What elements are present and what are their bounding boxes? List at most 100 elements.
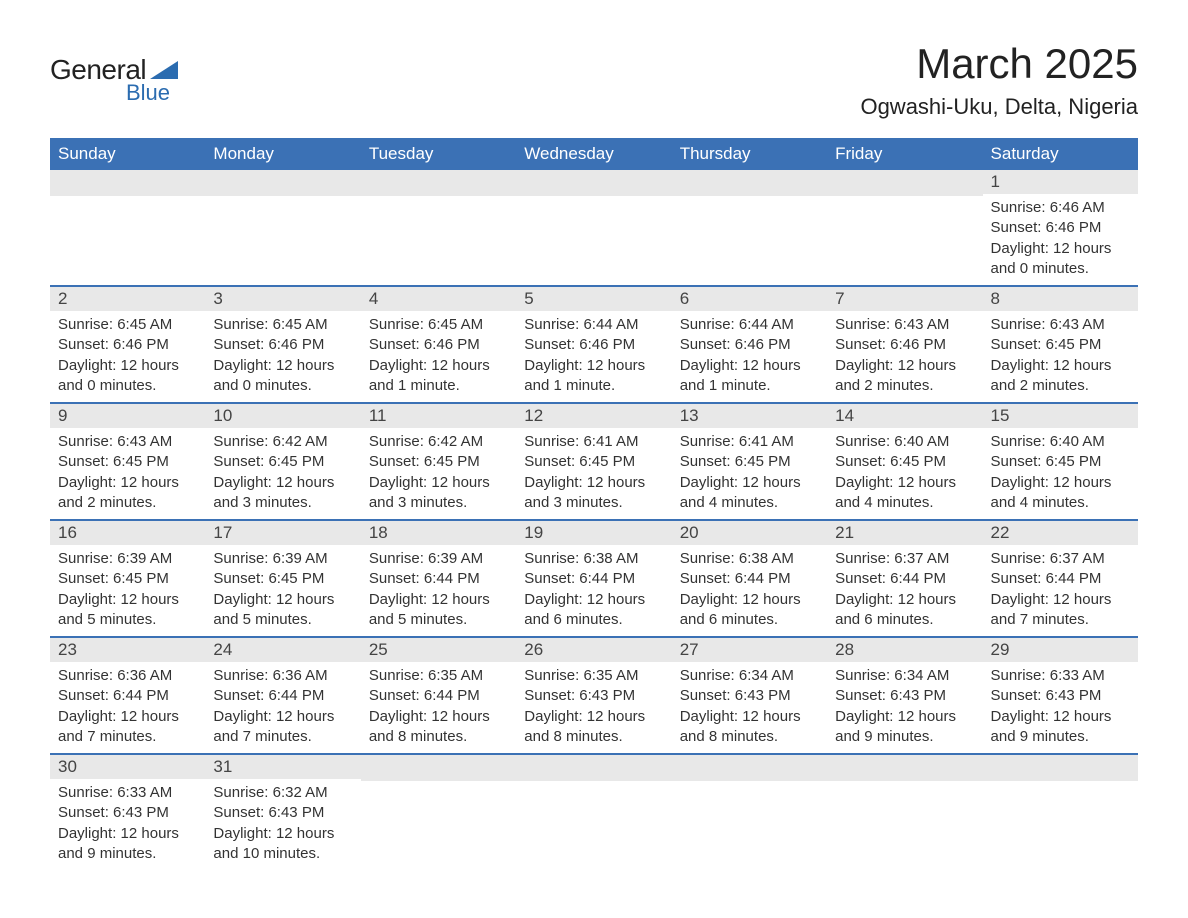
sunset-line: Sunset: 6:43 PM — [213, 803, 352, 823]
sunset-line: Sunset: 6:43 PM — [680, 686, 819, 706]
day-number: 1 — [983, 170, 1138, 194]
calendar-cell — [672, 170, 827, 286]
sunrise-line: Sunrise: 6:43 AM — [991, 315, 1130, 335]
day-body: Sunrise: 6:33 AMSunset: 6:43 PMDaylight:… — [50, 779, 205, 870]
day-body: Sunrise: 6:34 AMSunset: 6:43 PMDaylight:… — [672, 662, 827, 753]
day-number: 21 — [827, 521, 982, 545]
day-body: Sunrise: 6:44 AMSunset: 6:46 PMDaylight:… — [516, 311, 671, 402]
sunset-line: Sunset: 6:43 PM — [991, 686, 1130, 706]
calendar-cell: 19Sunrise: 6:38 AMSunset: 6:44 PMDayligh… — [516, 520, 671, 637]
daylight-line: Daylight: 12 hours and 5 minutes. — [58, 590, 197, 631]
calendar-cell: 31Sunrise: 6:32 AMSunset: 6:43 PMDayligh… — [205, 754, 360, 870]
sunset-line: Sunset: 6:44 PM — [369, 569, 508, 589]
day-number: 25 — [361, 638, 516, 662]
calendar-week: 16Sunrise: 6:39 AMSunset: 6:45 PMDayligh… — [50, 520, 1138, 637]
sunset-line: Sunset: 6:45 PM — [58, 452, 197, 472]
sunrise-line: Sunrise: 6:33 AM — [991, 666, 1130, 686]
sunrise-line: Sunrise: 6:36 AM — [58, 666, 197, 686]
calendar-week: 1Sunrise: 6:46 AMSunset: 6:46 PMDaylight… — [50, 170, 1138, 286]
calendar-week: 9Sunrise: 6:43 AMSunset: 6:45 PMDaylight… — [50, 403, 1138, 520]
sunset-line: Sunset: 6:44 PM — [58, 686, 197, 706]
calendar-cell: 1Sunrise: 6:46 AMSunset: 6:46 PMDaylight… — [983, 170, 1138, 286]
day-body: Sunrise: 6:44 AMSunset: 6:46 PMDaylight:… — [672, 311, 827, 402]
empty-daynum — [672, 170, 827, 196]
sunrise-line: Sunrise: 6:32 AM — [213, 783, 352, 803]
calendar-cell: 23Sunrise: 6:36 AMSunset: 6:44 PMDayligh… — [50, 637, 205, 754]
calendar-cell: 6Sunrise: 6:44 AMSunset: 6:46 PMDaylight… — [672, 286, 827, 403]
day-body: Sunrise: 6:36 AMSunset: 6:44 PMDaylight:… — [205, 662, 360, 753]
empty-daynum — [983, 755, 1138, 781]
sunrise-line: Sunrise: 6:40 AM — [991, 432, 1130, 452]
empty-daynum — [672, 755, 827, 781]
sunrise-line: Sunrise: 6:38 AM — [524, 549, 663, 569]
calendar-cell: 25Sunrise: 6:35 AMSunset: 6:44 PMDayligh… — [361, 637, 516, 754]
calendar-cell: 20Sunrise: 6:38 AMSunset: 6:44 PMDayligh… — [672, 520, 827, 637]
sunrise-line: Sunrise: 6:39 AM — [58, 549, 197, 569]
sunset-line: Sunset: 6:44 PM — [524, 569, 663, 589]
sunrise-line: Sunrise: 6:43 AM — [58, 432, 197, 452]
daylight-line: Daylight: 12 hours and 6 minutes. — [835, 590, 974, 631]
daylight-line: Daylight: 12 hours and 5 minutes. — [213, 590, 352, 631]
sunset-line: Sunset: 6:45 PM — [369, 452, 508, 472]
day-number: 27 — [672, 638, 827, 662]
calendar-cell — [361, 754, 516, 870]
sunrise-line: Sunrise: 6:45 AM — [369, 315, 508, 335]
day-body: Sunrise: 6:45 AMSunset: 6:46 PMDaylight:… — [50, 311, 205, 402]
calendar-week: 23Sunrise: 6:36 AMSunset: 6:44 PMDayligh… — [50, 637, 1138, 754]
daylight-line: Daylight: 12 hours and 0 minutes. — [213, 356, 352, 397]
sunrise-line: Sunrise: 6:34 AM — [680, 666, 819, 686]
sunrise-line: Sunrise: 6:45 AM — [213, 315, 352, 335]
daylight-line: Daylight: 12 hours and 0 minutes. — [991, 239, 1130, 280]
daylight-line: Daylight: 12 hours and 3 minutes. — [524, 473, 663, 514]
day-body: Sunrise: 6:40 AMSunset: 6:45 PMDaylight:… — [827, 428, 982, 519]
day-number: 2 — [50, 287, 205, 311]
sunset-line: Sunset: 6:45 PM — [524, 452, 663, 472]
sunset-line: Sunset: 6:46 PM — [213, 335, 352, 355]
daylight-line: Daylight: 12 hours and 3 minutes. — [369, 473, 508, 514]
sunrise-line: Sunrise: 6:45 AM — [58, 315, 197, 335]
calendar-header-row: SundayMondayTuesdayWednesdayThursdayFrid… — [50, 138, 1138, 170]
daylight-line: Daylight: 12 hours and 6 minutes. — [680, 590, 819, 631]
sunrise-line: Sunrise: 6:33 AM — [58, 783, 197, 803]
sunrise-line: Sunrise: 6:44 AM — [680, 315, 819, 335]
sunset-line: Sunset: 6:45 PM — [213, 452, 352, 472]
calendar-cell: 8Sunrise: 6:43 AMSunset: 6:45 PMDaylight… — [983, 286, 1138, 403]
calendar-cell: 5Sunrise: 6:44 AMSunset: 6:46 PMDaylight… — [516, 286, 671, 403]
daylight-line: Daylight: 12 hours and 1 minute. — [369, 356, 508, 397]
sunset-line: Sunset: 6:44 PM — [991, 569, 1130, 589]
sunset-line: Sunset: 6:46 PM — [991, 218, 1130, 238]
calendar-cell: 22Sunrise: 6:37 AMSunset: 6:44 PMDayligh… — [983, 520, 1138, 637]
sunset-line: Sunset: 6:44 PM — [835, 569, 974, 589]
day-number: 10 — [205, 404, 360, 428]
day-number: 12 — [516, 404, 671, 428]
day-body: Sunrise: 6:37 AMSunset: 6:44 PMDaylight:… — [983, 545, 1138, 636]
sunrise-line: Sunrise: 6:42 AM — [369, 432, 508, 452]
calendar-cell: 9Sunrise: 6:43 AMSunset: 6:45 PMDaylight… — [50, 403, 205, 520]
daylight-line: Daylight: 12 hours and 1 minute. — [524, 356, 663, 397]
day-body: Sunrise: 6:35 AMSunset: 6:43 PMDaylight:… — [516, 662, 671, 753]
daylight-line: Daylight: 12 hours and 7 minutes. — [991, 590, 1130, 631]
day-body: Sunrise: 6:41 AMSunset: 6:45 PMDaylight:… — [672, 428, 827, 519]
sunrise-line: Sunrise: 6:39 AM — [213, 549, 352, 569]
day-body: Sunrise: 6:38 AMSunset: 6:44 PMDaylight:… — [516, 545, 671, 636]
daylight-line: Daylight: 12 hours and 7 minutes. — [58, 707, 197, 748]
day-number: 17 — [205, 521, 360, 545]
calendar-cell: 4Sunrise: 6:45 AMSunset: 6:46 PMDaylight… — [361, 286, 516, 403]
empty-daynum — [516, 755, 671, 781]
sunset-line: Sunset: 6:46 PM — [524, 335, 663, 355]
day-number: 11 — [361, 404, 516, 428]
day-number: 26 — [516, 638, 671, 662]
daylight-line: Daylight: 12 hours and 4 minutes. — [835, 473, 974, 514]
day-number: 23 — [50, 638, 205, 662]
empty-daynum — [827, 170, 982, 196]
daylight-line: Daylight: 12 hours and 3 minutes. — [213, 473, 352, 514]
sunset-line: Sunset: 6:46 PM — [835, 335, 974, 355]
day-number: 20 — [672, 521, 827, 545]
sunrise-line: Sunrise: 6:41 AM — [524, 432, 663, 452]
day-number: 30 — [50, 755, 205, 779]
sunrise-line: Sunrise: 6:36 AM — [213, 666, 352, 686]
calendar-cell: 29Sunrise: 6:33 AMSunset: 6:43 PMDayligh… — [983, 637, 1138, 754]
day-body: Sunrise: 6:36 AMSunset: 6:44 PMDaylight:… — [50, 662, 205, 753]
calendar-table: SundayMondayTuesdayWednesdayThursdayFrid… — [50, 138, 1138, 870]
calendar-cell: 13Sunrise: 6:41 AMSunset: 6:45 PMDayligh… — [672, 403, 827, 520]
